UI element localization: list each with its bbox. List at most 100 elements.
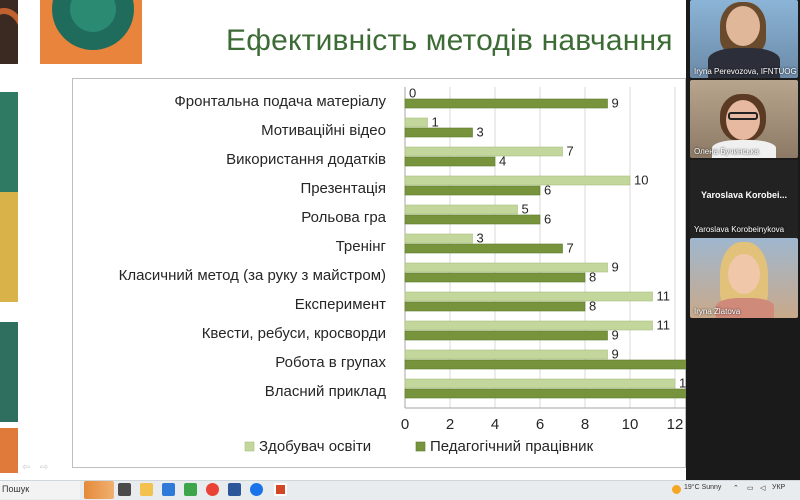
chart-category-label: Використання додатків [226,151,386,168]
chart-legend-label: Педагогічний працівник [430,438,594,455]
chart-data-label: 4 [499,154,506,169]
chart-category-label: Презентація [300,180,386,197]
chart-data-label: 9 [612,260,619,275]
chart-bar [404,301,586,312]
chart-data-label: 3 [477,231,484,246]
chart-data-label: 3 [477,125,484,140]
chart-legend-swatch [415,441,426,452]
chart-bar [404,127,473,138]
participant-face [726,100,760,140]
chart-category-label: Робота в групах [275,354,386,371]
next-slide-icon[interactable]: ⇨ [40,462,49,473]
weather-text[interactable]: 19°C Sunny [684,484,722,491]
keyboard-language[interactable]: УКР [772,484,786,491]
chart-legend-swatch [244,441,255,452]
chart-bar [404,330,608,341]
chart-bar [404,185,541,196]
participant-face [728,254,760,294]
mail-app-icon[interactable] [162,483,175,496]
participant-video-tile[interactable]: Iryna Perevozova, IFNTUOG [690,0,798,78]
decor-block-green [0,92,18,192]
chart-bar [404,243,563,254]
chart-bar [404,262,608,273]
chart-category-label: Фронтальна подача матеріалу [174,93,386,110]
decor-block-yellow [0,192,18,302]
chart-category-label: Мотиваційні відео [261,122,386,139]
chart-data-label: 8 [589,270,596,285]
chart-x-tick-label: 6 [536,416,544,433]
word-app-icon[interactable] [228,483,241,496]
participant-name: Олена Бучинська [694,147,759,156]
participant-body [708,48,780,78]
chart-category-label: Власний приклад [265,383,386,400]
participant-video-tile[interactable]: Олена Бучинська [690,80,798,158]
chart-category-label: Експеримент [295,296,386,313]
participant-body [712,140,776,158]
participant-body [716,298,774,318]
chart-category-label: Рольова гра [301,209,386,226]
chart-bar [404,291,653,302]
participant-glasses [728,112,758,120]
edge-browser-icon[interactable] [250,483,263,496]
decor-block-teal [0,322,18,422]
slide-decoration-tile [40,0,142,64]
widget-thumbnail-icon[interactable] [84,481,114,499]
chart-data-label: 1 [432,115,439,130]
taskbar-search-label: Пошук [2,484,30,494]
slide-title: Ефективність методів навчання [226,24,673,57]
chart-bar [404,117,428,128]
bar-chart: Фронтальна подача матеріалу Мотиваційні в… [119,86,774,456]
chart-bar [404,204,518,215]
participant-name: Yaroslava Korobeinykova [694,225,785,234]
chrome-browser-icon[interactable] [206,483,219,496]
task-view-icon[interactable] [118,483,131,496]
chart-data-label: 6 [544,183,551,198]
decor-block-orange [0,428,18,473]
chart-x-tick-label: 10 [622,416,639,433]
chart-x-tick-label: 8 [581,416,589,433]
chart-x-tick-label: 4 [491,416,499,433]
file-explorer-icon[interactable] [140,483,153,496]
chart-bar [404,320,653,331]
decor-arc-shape [0,0,18,64]
chart-bar [404,233,473,244]
chart-data-label: 9 [612,328,619,343]
chart-x-tick-label: 2 [446,416,454,433]
participant-name: Iryna Zlatova [694,307,741,316]
taskbar-search-box[interactable] [0,481,80,499]
spreadsheet-app-icon[interactable] [184,483,197,496]
chart-bar [404,146,563,157]
chart-data-label: 8 [589,299,596,314]
tray-chevron-icon[interactable]: ⌃ [733,485,739,492]
chart-bar [404,349,608,360]
chart-data-label: 6 [544,212,551,227]
chart-bar [404,272,586,283]
chart-bar [404,378,676,389]
chart-bar [404,175,631,186]
network-icon[interactable]: ▭ [747,485,754,492]
chart-category-label: Квести, ребуси, кросворди [202,325,386,342]
participant-video-tile[interactable]: Yaroslava Korobei... Yaroslava Korobeiny… [690,160,798,238]
chart-data-label: 0 [409,86,416,101]
prev-slide-icon[interactable]: ⇦ [22,462,31,473]
chart-data-label: 9 [612,96,619,111]
chart-data-label: 10 [634,173,648,188]
weather-sun-icon[interactable] [672,485,681,494]
chart-bar [404,98,608,109]
chart-data-label: 7 [567,241,574,256]
chart-data-label: 5 [522,202,529,217]
chart-x-tick-label: 12 [667,416,684,433]
chart-legend-label: Здобувач освіти [259,438,371,455]
chart-x-tick-label: 0 [401,416,409,433]
chart-data-label: 7 [567,144,574,159]
volume-icon[interactable]: ◁ [760,485,766,492]
powerpoint-app-icon[interactable] [274,483,287,496]
chart-data-label: 9 [612,347,619,362]
chart-data-label: 11 [657,318,671,333]
participant-video-tile[interactable]: Iryna Zlatova [690,238,798,318]
taskbar [0,480,800,500]
chart-category-label: Тренінг [336,238,387,255]
chart-bar [404,214,541,225]
chart-bar [404,156,496,167]
